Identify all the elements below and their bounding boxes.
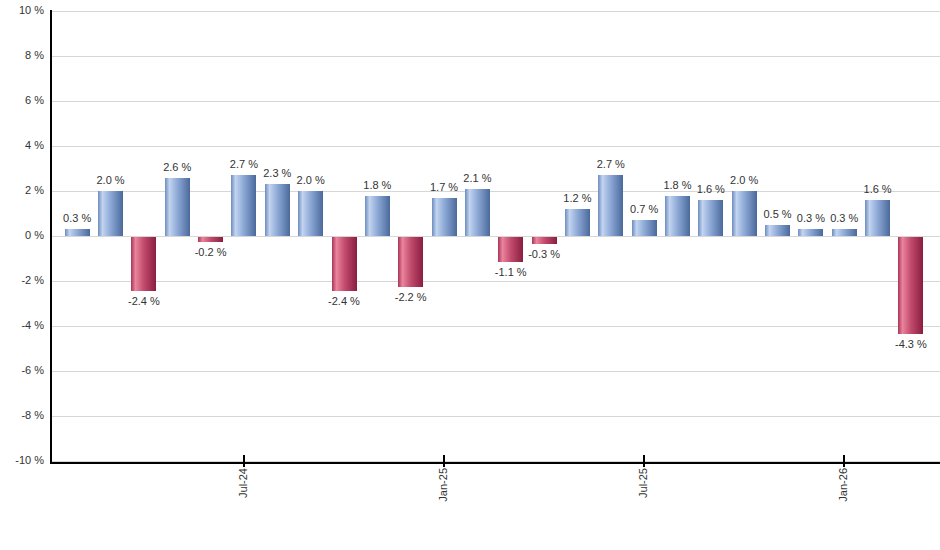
- y-axis-tick-label: 8 %: [0, 49, 44, 61]
- bar-value-label: 1.6 %: [843, 183, 913, 195]
- gridline: [51, 236, 940, 237]
- bar-positive: [265, 184, 290, 236]
- x-axis-tick-label: Jan-25: [437, 468, 449, 502]
- bar-value-label: 2.6 %: [142, 161, 212, 173]
- y-axis-tick-label: 4 %: [0, 139, 44, 151]
- bar-value-label: 2.0 %: [276, 174, 346, 186]
- gridline: [51, 11, 940, 12]
- x-axis-tick-mark: [643, 455, 645, 467]
- bar-negative: [131, 237, 156, 291]
- bar-positive: [698, 200, 723, 236]
- bar-positive: [65, 229, 90, 236]
- bar-positive: [565, 209, 590, 236]
- bar-positive: [632, 220, 657, 236]
- y-axis-tick-label: -2 %: [0, 274, 44, 286]
- bar-positive: [432, 198, 457, 236]
- bar-value-label: -1.1 %: [476, 266, 546, 278]
- bar-value-label: -2.4 %: [109, 295, 179, 307]
- bar-negative: [898, 237, 923, 334]
- bar-negative: [198, 237, 223, 242]
- x-axis-tick-mark: [843, 455, 845, 467]
- monthly-returns-bar-chart: 10 % 8 % 6 % 4 % 2 % 0 % -2 % -4 % -6 % -8 % -10 %…: [0, 0, 940, 550]
- bar-negative: [398, 237, 423, 287]
- x-axis-tick-label: Jul-25: [637, 468, 649, 498]
- bar-positive: [665, 196, 690, 237]
- y-axis-tick-label: 0 %: [0, 229, 44, 241]
- y-axis-tick-label: -4 %: [0, 319, 44, 331]
- y-axis-tick-label: 6 %: [0, 94, 44, 106]
- y-axis-tick-label: 2 %: [0, 184, 44, 196]
- x-axis-tick-label: Jan-26: [837, 468, 849, 502]
- gridline: [51, 281, 940, 282]
- bar-positive: [98, 191, 123, 236]
- y-axis-tick-label: -10 %: [0, 454, 44, 466]
- bar-value-label: -0.2 %: [176, 246, 246, 258]
- bar-value-label: -2.4 %: [309, 295, 379, 307]
- gridline: [51, 56, 940, 57]
- bar-value-label: 2.0 %: [709, 174, 779, 186]
- gridline: [51, 101, 940, 102]
- bar-positive: [798, 229, 823, 236]
- gridline: [51, 371, 940, 372]
- gridline: [51, 416, 940, 417]
- gridline: [51, 146, 940, 147]
- y-axis-tick-label: 10 %: [0, 4, 44, 16]
- bar-value-label: -2.2 %: [376, 291, 446, 303]
- bar-positive: [765, 225, 790, 236]
- bar-positive: [231, 175, 256, 236]
- y-axis-tick-label: -8 %: [0, 409, 44, 421]
- bar-negative: [332, 237, 357, 291]
- bar-positive: [165, 178, 190, 237]
- bar-positive: [298, 191, 323, 236]
- bar-positive: [832, 229, 857, 236]
- bar-value-label: 2.1 %: [442, 172, 512, 184]
- x-axis-line: [50, 462, 940, 464]
- bar-value-label: 1.8 %: [342, 179, 412, 191]
- bar-positive: [365, 196, 390, 237]
- bar-value-label: 2.0 %: [76, 174, 146, 186]
- bar-value-label: -0.3 %: [509, 248, 579, 260]
- bar-negative: [532, 237, 557, 244]
- y-axis-tick-label: -6 %: [0, 364, 44, 376]
- bar-value-label: 2.7 %: [576, 158, 646, 170]
- x-axis-tick-mark: [243, 455, 245, 467]
- bar-value-label: -4.3 %: [876, 338, 940, 350]
- x-axis-tick-mark: [443, 455, 445, 467]
- y-axis-line: [50, 10, 52, 464]
- bar-positive: [465, 189, 490, 236]
- bar-positive: [865, 200, 890, 236]
- x-axis-tick-label: Jul-24: [237, 468, 249, 498]
- gridline: [51, 326, 940, 327]
